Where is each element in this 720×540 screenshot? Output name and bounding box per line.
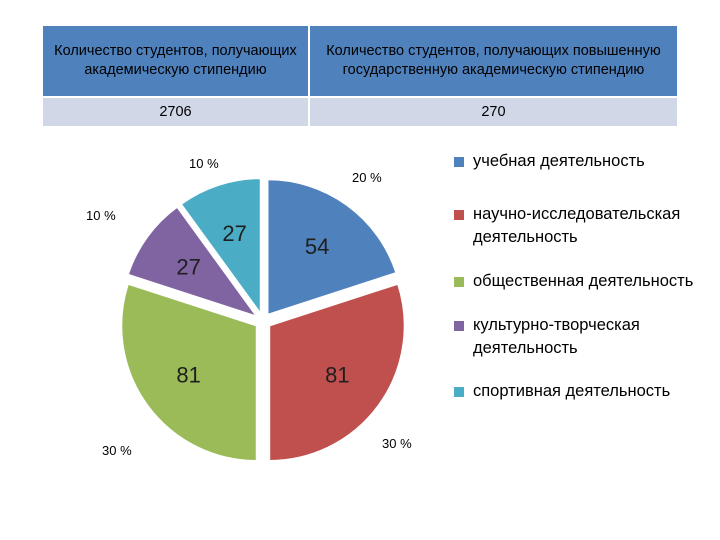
legend-swatch-research <box>454 210 464 220</box>
legend-label-sport: спортивная деятельность <box>473 382 671 400</box>
percent-label-culture: 10 % <box>86 208 116 223</box>
legend-item-culture: культурно-творческая деятельность <box>453 314 715 360</box>
legend-swatch-culture <box>454 321 464 331</box>
slice-value-label-culture: 27 <box>176 254 200 279</box>
legend-item-research: научно-исследовательская деятельность <box>453 203 715 249</box>
legend-item-social: общественная деятельность <box>453 270 715 293</box>
legend-item-sport: спортивная деятельность <box>453 380 715 403</box>
header-increased-scholarship: Количество студентов, получающих повышен… <box>309 26 677 96</box>
slice-value-label-study: 54 <box>305 234 329 259</box>
legend-label-culture: культурно-творческая деятельность <box>473 316 640 357</box>
legend-swatch-sport <box>454 387 464 397</box>
value-academic-scholarship: 2706 <box>43 96 310 126</box>
legend-label-social: общественная деятельность <box>473 272 694 290</box>
legend-label-study: учебная деятельность <box>473 152 645 170</box>
percent-label-study: 20 % <box>352 170 382 185</box>
pie-slice-study <box>266 178 398 316</box>
percent-label-research: 30 % <box>382 436 412 451</box>
legend-item-study: учебная деятельность <box>453 150 715 173</box>
slice-value-label-research: 81 <box>325 363 349 388</box>
chart-legend: учебная деятельность научно-исследовател… <box>453 150 715 403</box>
legend-label-research: научно-исследовательская деятельность <box>473 205 681 246</box>
pie-slice-social <box>120 283 258 462</box>
legend-swatch-social <box>454 277 464 287</box>
pie-slice-sport <box>180 177 262 316</box>
header-academic-scholarship: Количество студентов, получающих академи… <box>43 26 310 96</box>
scholarship-table: Количество студентов, получающих академи… <box>43 26 677 126</box>
percent-label-sport: 10 % <box>189 156 219 171</box>
pie-slice-research <box>268 283 406 462</box>
slice-value-label-sport: 27 <box>222 221 246 246</box>
pie-slice-culture <box>127 206 259 318</box>
slice-value-label-social: 81 <box>176 363 200 388</box>
percent-label-social: 30 % <box>102 443 132 458</box>
legend-swatch-study <box>454 157 464 167</box>
value-increased-scholarship: 270 <box>309 96 677 126</box>
